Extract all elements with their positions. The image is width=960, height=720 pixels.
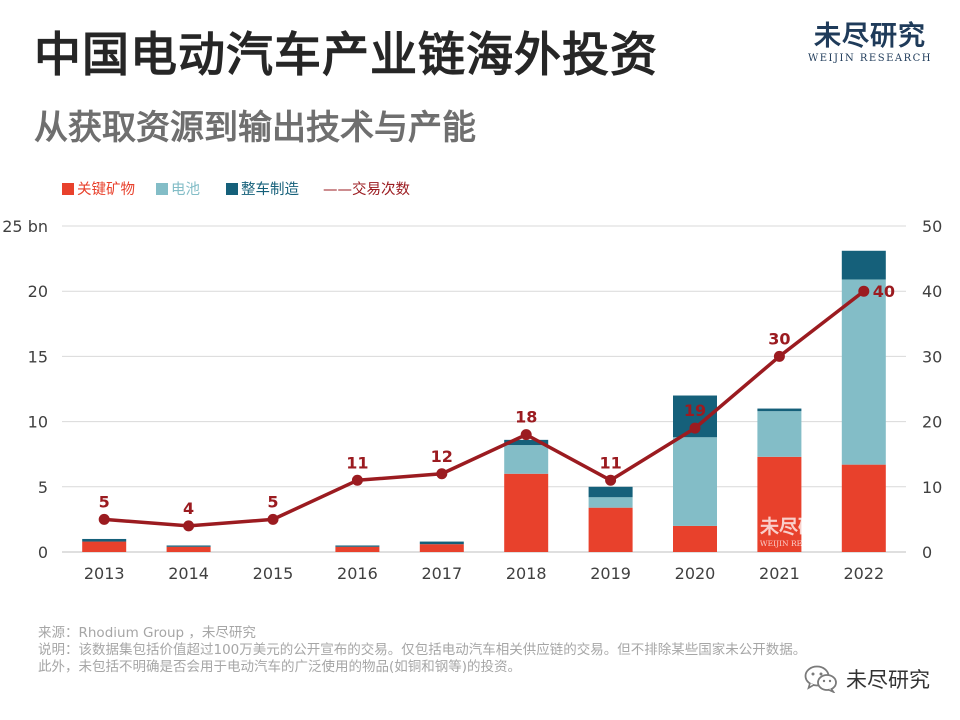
legend-label: 整车制造 (241, 181, 299, 198)
x-tick-label: 2016 (337, 564, 378, 583)
deal-count-point (267, 513, 279, 525)
chart-notes: 来源：Rhodium Group ，未尽研究 说明：该数据集包括价值超过100万… (38, 625, 806, 676)
x-tick-label: 2020 (675, 564, 716, 583)
deal-count-label: 40 (873, 282, 895, 301)
right-tick-label: 0 (922, 543, 932, 562)
brand-name: 未尽研究 (813, 21, 926, 52)
x-tick-label: 2014 (168, 564, 209, 583)
bar-segment-vehicle (757, 408, 802, 412)
right-axis-ticks: 0 10 20 30 40 50 (922, 217, 942, 562)
bar-segment-battery (504, 445, 549, 474)
x-axis-labels: 2013 2014 2015 2016 2017 2018 2019 2020 2021 2022 (84, 564, 884, 583)
left-tick-label: 0 (38, 543, 48, 562)
deal-count-line: 5 4 5 11 12 18 11 19 30 40 (98, 282, 895, 532)
right-tick-label: 40 (922, 282, 942, 301)
right-tick-label: 20 (922, 413, 942, 432)
chart-legend: 关键矿物 电池 整车制造 ——交易次数 (62, 180, 410, 198)
legend-swatch (226, 183, 238, 195)
deal-count-point (520, 429, 532, 441)
bar-segment-vehicle (166, 545, 211, 547)
left-tick-label: 5 (38, 478, 48, 497)
deal-count-point (436, 468, 448, 480)
bar-segment-minerals (673, 525, 717, 552)
left-tick-label: 10 (28, 413, 48, 432)
source-note: 来源：Rhodium Group ，未尽研究 (38, 625, 256, 641)
x-tick-label: 2017 (421, 564, 462, 583)
chart-watermark: 未尽研究 WEIJIN RESEARCH (759, 515, 837, 548)
bar-segment-battery (588, 497, 633, 508)
wechat-account: 未尽研究 (804, 664, 930, 694)
right-tick-label: 30 (922, 347, 942, 366)
bar-segment-minerals (335, 546, 380, 552)
deal-count-label: 11 (599, 453, 621, 472)
x-tick-label: 2015 (253, 564, 294, 583)
bar-segment-vehicle (82, 538, 127, 542)
bar-segment-battery (757, 411, 802, 457)
deal-count-label: 12 (431, 447, 453, 466)
deal-count-label: 5 (267, 492, 278, 511)
bar-segment-battery (673, 437, 717, 526)
explanation-note-2: 此外，未包括不明确是否会用于电动汽车的广泛使用的物品(如铜和钢等)的投资。 (38, 659, 522, 675)
deal-count-polyline (104, 289, 865, 528)
x-tick-label: 2013 (84, 564, 125, 583)
deal-count-point (98, 513, 110, 525)
wechat-icon (804, 665, 837, 693)
deal-count-label: 11 (346, 453, 368, 472)
left-tick-label: 20 (28, 282, 48, 301)
bar-segment-minerals (757, 456, 802, 552)
legend-swatch (156, 183, 168, 195)
deal-count-point (689, 422, 701, 434)
bar-segment-minerals (419, 544, 464, 552)
legend-label: 关键矿物 (77, 181, 135, 198)
right-tick-label: 10 (922, 478, 942, 497)
legend-swatch (62, 183, 74, 195)
bar-segment-minerals (82, 541, 127, 552)
bar-segment-battery (841, 279, 886, 465)
deal-count-label: 18 (515, 408, 537, 427)
bar-segment-vehicle (419, 541, 464, 545)
bar-segment-vehicle (504, 439, 549, 446)
bar-segment-vehicle (335, 545, 380, 547)
left-tick-label: 15 (28, 347, 48, 366)
x-tick-label: 2019 (590, 564, 631, 583)
left-tick-label: 25 bn (2, 217, 48, 236)
deal-count-point (351, 474, 363, 486)
bar-segment-minerals (588, 507, 633, 552)
deal-count-label: 5 (99, 492, 110, 511)
watermark-name: 未尽研究 (759, 515, 836, 538)
page-subtitle: 从获取资源到输出技术与产能 (34, 108, 476, 148)
x-tick-label: 2018 (506, 564, 547, 583)
deal-count-point (773, 350, 785, 362)
wechat-name: 未尽研究 (846, 668, 930, 692)
deal-count-label: 30 (768, 329, 790, 348)
left-axis-ticks: 0 5 10 15 20 25 bn (2, 217, 48, 562)
brand-subtitle: WEIJIN RESEARCH (807, 53, 932, 64)
stacked-bars (82, 250, 886, 552)
bar-segment-minerals (504, 473, 549, 552)
page-title: 中国电动汽车产业链海外投资 (34, 28, 658, 83)
right-tick-label: 50 (922, 217, 942, 236)
x-tick-label: 2022 (843, 564, 884, 583)
deal-count-point (183, 520, 195, 532)
explanation-note: 说明：该数据集包括价值超过100万美元的公开宣布的交易。仅包括电动汽车相关供应链… (38, 642, 807, 658)
bar-segment-vehicle (588, 486, 633, 498)
bar-segment-minerals (166, 546, 211, 552)
deal-count-point (605, 474, 617, 486)
x-tick-label: 2021 (759, 564, 800, 583)
legend-label-deals: ——交易次数 (323, 180, 410, 198)
bar-segment-vehicle (841, 250, 886, 280)
watermark-sub: WEIJIN RESEARCH (760, 539, 837, 548)
bar-segment-minerals (841, 464, 886, 552)
brand-logo: 未尽研究 WEIJIN RESEARCH (808, 14, 932, 64)
legend-label: 电池 (171, 181, 200, 198)
deal-count-label: 4 (183, 499, 194, 518)
deal-count-point (858, 285, 870, 297)
deal-count-label: 19 (684, 401, 706, 420)
